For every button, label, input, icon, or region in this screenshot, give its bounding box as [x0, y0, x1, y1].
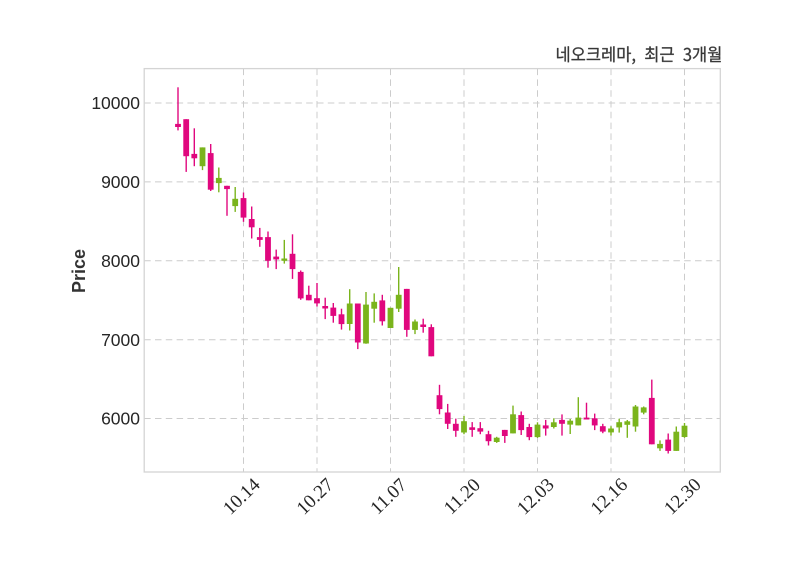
svg-text:6000: 6000 — [101, 409, 140, 429]
svg-text:9000: 9000 — [101, 172, 140, 192]
svg-text:8000: 8000 — [101, 251, 140, 271]
svg-text:10000: 10000 — [91, 93, 140, 113]
svg-text:7000: 7000 — [101, 330, 140, 350]
svg-text:Price: Price — [69, 249, 89, 293]
